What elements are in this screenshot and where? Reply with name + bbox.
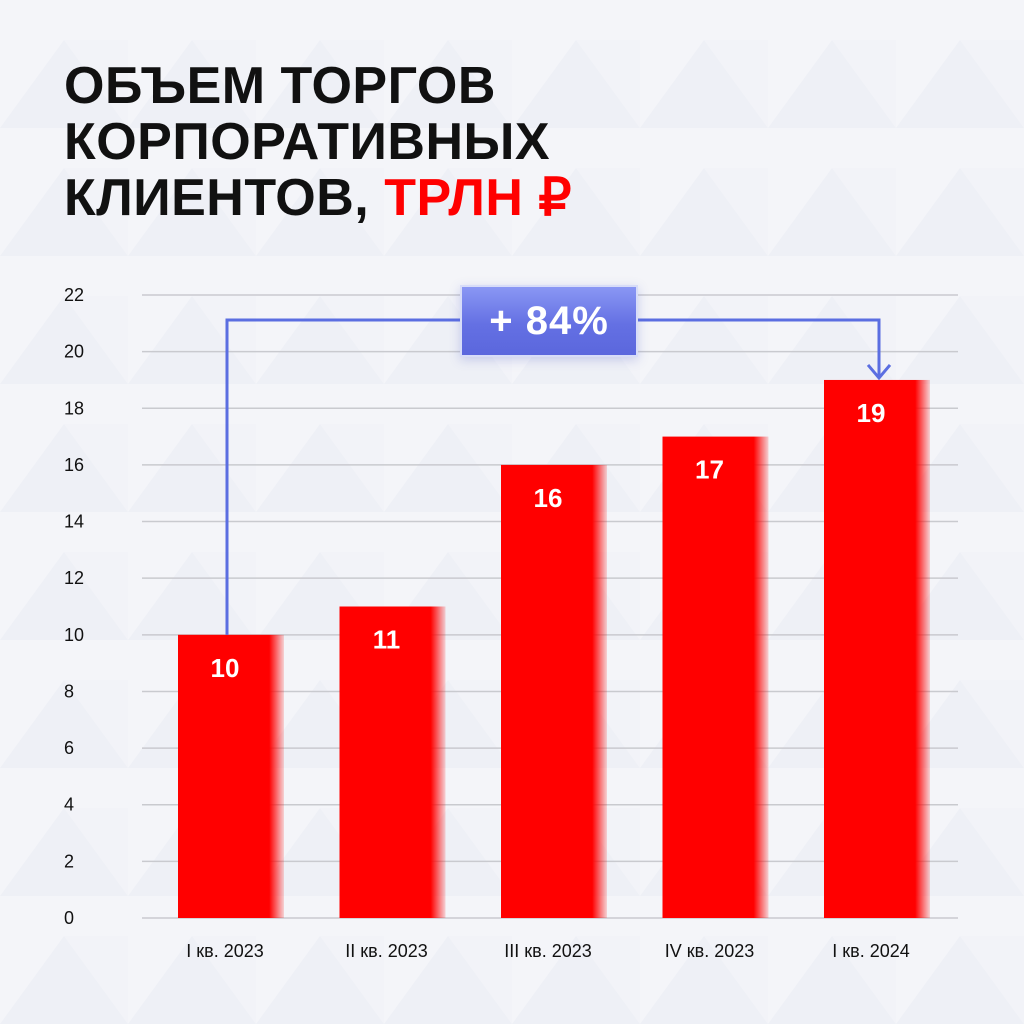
bar-value-label: 16 [534, 483, 563, 513]
bar-value-label: 19 [857, 398, 886, 428]
y-axis-ticks: 0 2 4 6 8 10 12 14 16 18 20 22 [64, 285, 84, 928]
x-tick-label: II кв. 2023 [345, 941, 428, 961]
y-tick-label: 14 [64, 512, 84, 532]
y-tick-label: 6 [64, 738, 74, 758]
growth-badge: + 84% [460, 285, 638, 357]
title-line-3-text: КЛИЕНТОВ, [64, 169, 385, 227]
y-tick-label: 18 [64, 398, 84, 418]
y-tick-label: 0 [64, 908, 74, 928]
y-tick-label: 8 [64, 681, 74, 701]
x-tick-label: I кв. 2024 [832, 941, 909, 961]
x-axis-labels: I кв. 2023 II кв. 2023 III кв. 2023 IV кв. … [186, 941, 909, 961]
title-unit-accent: ТРЛН ₽ [384, 169, 572, 227]
x-tick-label: IV кв. 2023 [665, 941, 755, 961]
title-line-3: КЛИЕНТОВ, ТРЛН ₽ [64, 170, 572, 226]
x-tick-label: III кв. 2023 [504, 941, 592, 961]
bar [501, 464, 607, 918]
bar [662, 436, 769, 918]
y-tick-label: 10 [64, 625, 84, 645]
y-tick-label: 12 [64, 568, 84, 588]
bar [824, 379, 930, 918]
title-line-1: ОБЪЕМ ТОРГОВ [64, 57, 496, 115]
y-tick-label: 4 [64, 795, 74, 815]
y-tick-label: 2 [64, 851, 74, 871]
chart-title: ОБЪЕМ ТОРГОВ КОРПОРАТИВНЫХ КЛИЕНТОВ, ТРЛ… [64, 58, 572, 226]
arrow-head-icon [866, 363, 892, 381]
bar [178, 634, 284, 918]
bar [339, 606, 446, 918]
x-tick-label: I кв. 2023 [186, 941, 263, 961]
bar-value-label: 17 [695, 455, 724, 485]
data-labels: 10 11 16 17 19 [211, 398, 886, 683]
title-line-2: КОРПОРАТИВНЫХ [64, 113, 551, 171]
bar-value-label: 10 [211, 653, 240, 683]
y-tick-label: 22 [64, 285, 84, 305]
y-tick-label: 20 [64, 342, 84, 362]
growth-badge-text: + 84% [489, 298, 609, 343]
bars [178, 379, 930, 918]
y-tick-label: 16 [64, 455, 84, 475]
bar-value-label: 11 [373, 625, 401, 655]
